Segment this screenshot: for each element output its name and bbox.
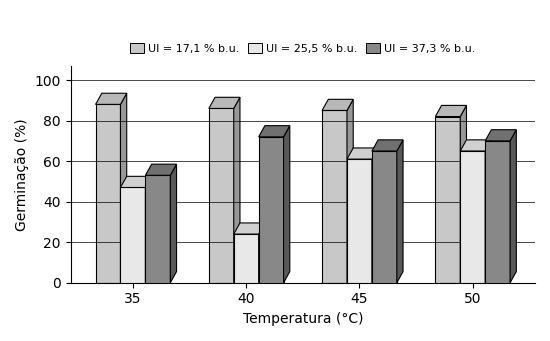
- Polygon shape: [234, 97, 240, 283]
- Polygon shape: [347, 148, 378, 159]
- Polygon shape: [120, 176, 152, 188]
- Polygon shape: [258, 137, 284, 283]
- Polygon shape: [347, 159, 372, 283]
- Legend: UI = 17,1 % b.u., UI = 25,5 % b.u., UI = 37,3 % b.u.: UI = 17,1 % b.u., UI = 25,5 % b.u., UI =…: [126, 39, 480, 58]
- Polygon shape: [170, 164, 177, 283]
- Polygon shape: [372, 140, 403, 151]
- Polygon shape: [258, 126, 290, 137]
- Polygon shape: [510, 130, 516, 283]
- Polygon shape: [485, 130, 516, 141]
- Polygon shape: [436, 117, 460, 283]
- Polygon shape: [436, 105, 466, 117]
- Polygon shape: [372, 151, 397, 283]
- Polygon shape: [120, 93, 127, 283]
- Polygon shape: [120, 188, 145, 283]
- Polygon shape: [397, 140, 403, 283]
- Polygon shape: [96, 93, 126, 104]
- Y-axis label: Germinação (%): Germinação (%): [15, 118, 29, 231]
- Polygon shape: [460, 140, 491, 151]
- Polygon shape: [284, 126, 290, 283]
- Polygon shape: [209, 97, 240, 108]
- Polygon shape: [372, 148, 378, 283]
- Polygon shape: [485, 141, 510, 283]
- Polygon shape: [209, 108, 234, 283]
- Polygon shape: [145, 164, 177, 175]
- Polygon shape: [485, 140, 491, 283]
- Polygon shape: [234, 234, 258, 283]
- X-axis label: Temperatura (°C): Temperatura (°C): [243, 312, 363, 326]
- Polygon shape: [96, 104, 120, 283]
- Polygon shape: [258, 223, 265, 283]
- Polygon shape: [145, 176, 152, 283]
- Polygon shape: [347, 99, 353, 283]
- Polygon shape: [322, 110, 347, 283]
- Polygon shape: [322, 99, 353, 110]
- Polygon shape: [145, 175, 170, 283]
- Polygon shape: [460, 151, 485, 283]
- Polygon shape: [234, 223, 265, 234]
- Polygon shape: [460, 105, 466, 283]
